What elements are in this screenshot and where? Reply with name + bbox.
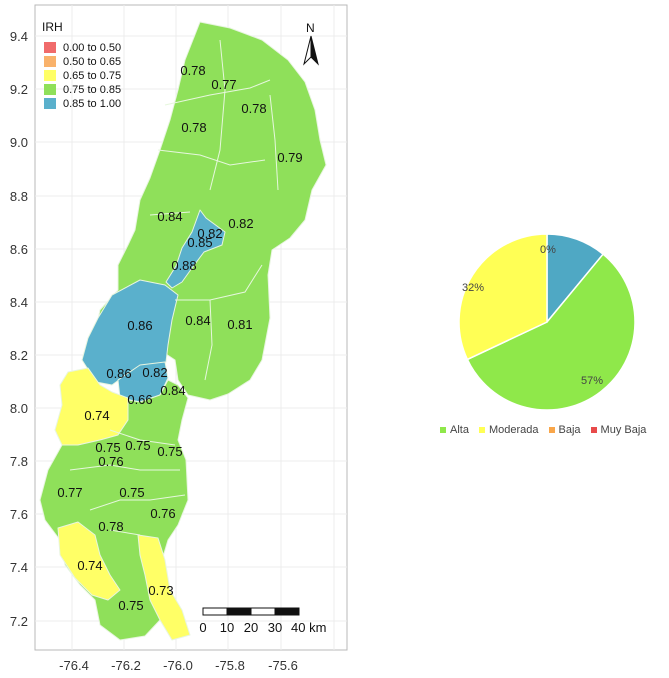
scale-label: 10 (220, 620, 234, 635)
region-value: 0.74 (77, 558, 102, 573)
pie-label-alta: 57% (581, 375, 603, 387)
legend-swatch (590, 427, 597, 433)
legend-swatch (44, 42, 56, 53)
x-tick-label: -75.6 (268, 658, 298, 673)
y-tick-label: 8.8 (10, 189, 28, 204)
y-tick-label: 7.4 (10, 560, 28, 575)
region-value: 0.75 (95, 440, 120, 455)
y-tick-label: 9.4 (10, 29, 28, 44)
legend-label: 0.75 to 0.85 (63, 84, 121, 96)
legend-label: Moderada (488, 424, 539, 436)
region-value: 0.78 (180, 63, 205, 78)
legend-label: 0.50 to 0.65 (63, 56, 121, 68)
legend-item-moderada: Moderada (478, 424, 539, 436)
scale-bar: 0 10 20 30 40 km (199, 607, 326, 635)
y-tick-label: 7.6 (10, 507, 28, 522)
region-value: 0.79 (277, 150, 302, 165)
region-value: 0.77 (57, 485, 82, 500)
legend-swatch (44, 70, 56, 81)
scale-label: 0 (199, 620, 206, 635)
region-blue-channel (165, 209, 226, 289)
region-value: 0.76 (150, 506, 175, 521)
region-labels: 0.78 0.77 0.78 0.78 0.79 0.84 0.82 0.82 … (57, 63, 302, 613)
pie-slice-alta (466, 253, 636, 411)
legend-swatch (44, 84, 56, 95)
y-tick-label: 9.0 (10, 135, 28, 150)
region-value: 0.86 (106, 366, 131, 381)
legend-label: 0.65 to 0.75 (63, 70, 121, 82)
region-value: 0.76 (98, 454, 123, 469)
map-plot: 0.78 0.77 0.78 0.78 0.79 0.84 0.82 0.82 … (10, 4, 348, 673)
legend-swatch (548, 427, 555, 433)
y-tick-label: 7.2 (10, 614, 28, 629)
legend-label: Muy Baja (600, 424, 647, 436)
legend-item-alta: Alta (440, 424, 469, 436)
pie-slices (458, 233, 636, 411)
legend-swatch (440, 427, 446, 433)
region-value: 0.84 (157, 209, 182, 224)
region-value: 0.85 (187, 235, 212, 250)
y-tick-label: 9.2 (10, 82, 28, 97)
legend-item-baja: Baja (548, 424, 581, 436)
legend-title: IRH (42, 20, 63, 34)
region-yellow-sw (57, 521, 121, 601)
region-value: 0.77 (211, 77, 236, 92)
legend-swatch (44, 56, 56, 67)
y-axis-labels: 9.4 9.2 9.0 8.8 8.6 8.4 8.2 8.0 7.8 7.6 … (10, 29, 28, 629)
region-value: 0.75 (119, 485, 144, 500)
pie-chart: 57% 32% 0% (458, 233, 636, 411)
region-yellow-se (137, 534, 191, 641)
x-tick-label: -76.0 (163, 658, 193, 673)
x-tick-label: -75.8 (215, 658, 245, 673)
region-value: 0.88 (171, 258, 196, 273)
x-tick-label: -76.4 (59, 658, 89, 673)
legend-label: Alta (450, 424, 469, 436)
region-value: 0.75 (118, 598, 143, 613)
pie-panel: 57% 32% 0% (430, 200, 669, 460)
legend-label: Baja (558, 424, 581, 436)
legend-label: 0.85 to 1.00 (63, 98, 121, 110)
y-tick-label: 7.8 (10, 454, 28, 469)
north-label: N (306, 21, 315, 35)
y-tick-label: 8.6 (10, 242, 28, 257)
y-tick-label: 8.0 (10, 401, 28, 416)
pie-legend: Alta Moderada Baja Muy Baja (440, 424, 646, 436)
region-value: 0.74 (84, 408, 109, 423)
region-value: 0.82 (228, 216, 253, 231)
x-axis-labels: -76.4 -76.2 -76.0 -75.8 -75.6 (59, 658, 298, 673)
region-value: 0.82 (197, 226, 222, 241)
scale-label: 30 (268, 620, 282, 635)
legend-item-muy-baja: Muy Baja (590, 424, 647, 436)
legend-label: 0.00 to 0.50 (63, 42, 121, 54)
map-legend: IRH 0.00 to 0.50 0.50 to 0.65 0.65 to 0.… (42, 20, 121, 110)
scale-label: 40 km (291, 620, 326, 635)
region-value: 0.82 (142, 365, 167, 380)
region-value: 0.84 (185, 313, 210, 328)
region-value: 0.81 (227, 317, 252, 332)
regions (39, 21, 327, 641)
region-value: 0.84 (160, 383, 185, 398)
legend-swatch (478, 427, 485, 433)
y-tick-label: 8.4 (10, 295, 28, 310)
legend-swatch (44, 98, 56, 109)
region-value: 0.86 (127, 318, 152, 333)
subbasin-lines (69, 39, 279, 536)
region-value: 0.75 (125, 438, 150, 453)
x-tick-label: -76.2 (111, 658, 141, 673)
region-value: 0.75 (157, 444, 182, 459)
region-value: 0.78 (181, 120, 206, 135)
pie-label-zero: 0% (540, 244, 556, 256)
north-arrow-icon: N (303, 21, 319, 66)
map-panel: 0.78 0.77 0.78 0.78 0.79 0.84 0.82 0.82 … (10, 4, 348, 673)
region-value: 0.78 (98, 519, 123, 534)
region-value: 0.73 (148, 583, 173, 598)
region-value: 0.66 (127, 392, 152, 407)
region-value: 0.78 (241, 101, 266, 116)
y-tick-label: 8.2 (10, 348, 28, 363)
pie-slice-moderada (458, 233, 548, 361)
scale-label: 20 (244, 620, 258, 635)
pie-label-moderada: 32% (462, 282, 484, 294)
